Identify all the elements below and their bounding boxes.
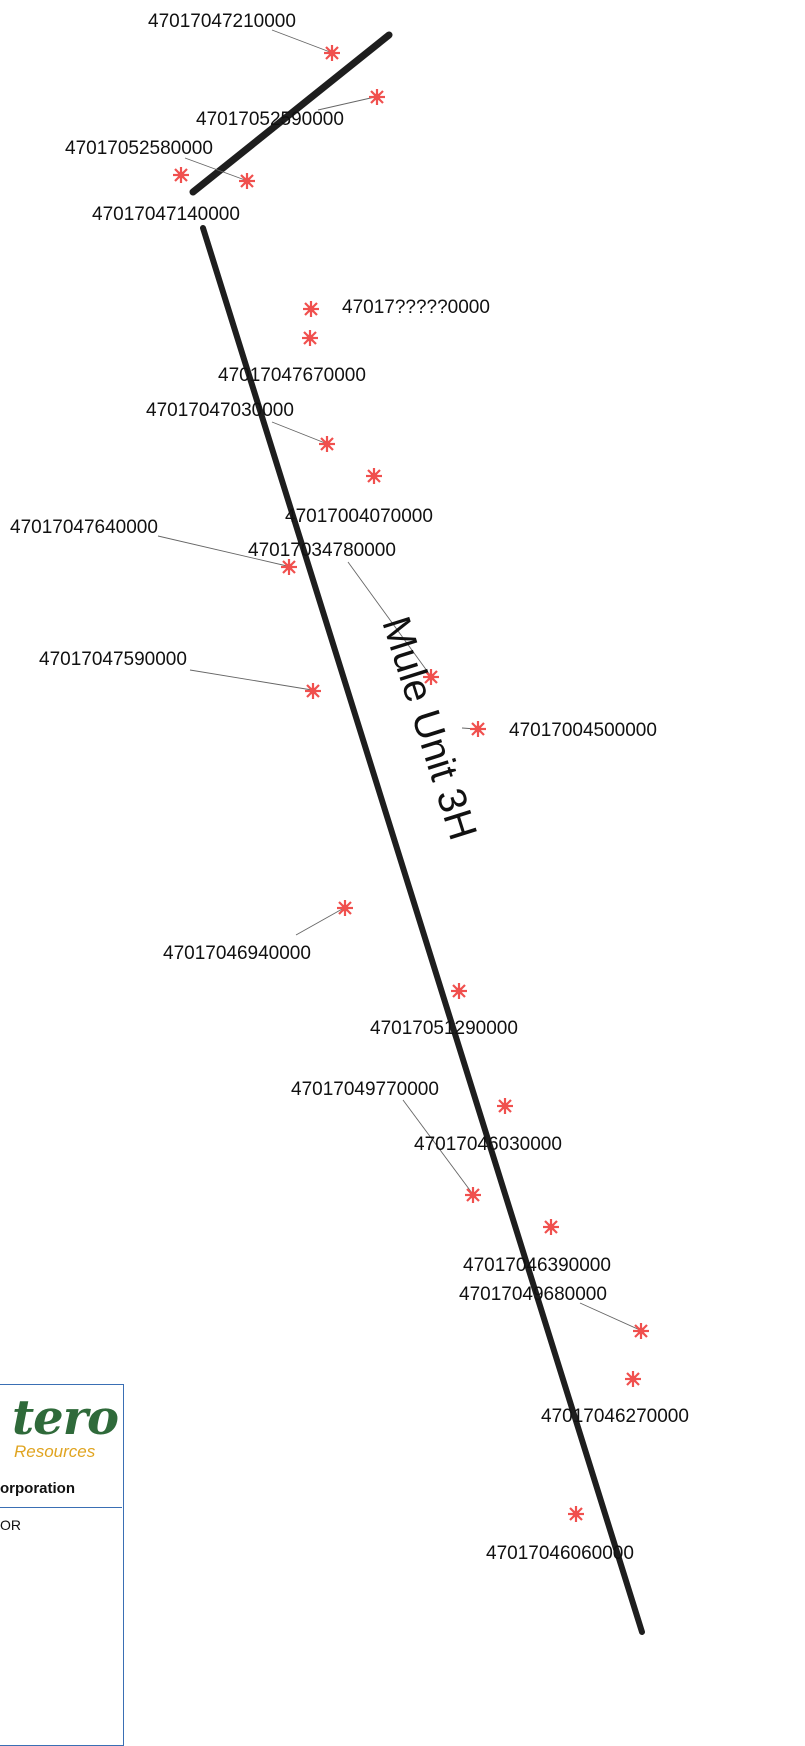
- well-label: 47017046390000: [463, 1255, 611, 1276]
- well-marker: [237, 171, 257, 191]
- well-label: 47017004070000: [285, 506, 433, 527]
- company-name: orporation: [0, 1480, 75, 1497]
- well-marker: [541, 1217, 561, 1237]
- well-label: 47017049680000: [459, 1284, 607, 1305]
- well-label: 47017?????0000: [342, 297, 490, 318]
- well-label: 47017047030000: [146, 400, 294, 421]
- well-label: 47017049770000: [291, 1079, 439, 1100]
- leader-line: [271, 29, 331, 53]
- operator-label: OR: [0, 1517, 21, 1533]
- company-logo-subtitle: Resources: [14, 1442, 96, 1461]
- well-marker: [322, 43, 342, 63]
- leader-line: [347, 561, 431, 676]
- well-marker: [171, 165, 191, 185]
- wellbore-lateral-main: [200, 225, 645, 1635]
- leader-line: [184, 157, 246, 181]
- wellbore-lateral-upper: [189, 31, 393, 196]
- well-label: 47017046270000: [541, 1406, 689, 1427]
- well-marker: [301, 299, 321, 319]
- well-label: 47017034780000: [248, 540, 396, 561]
- well-marker: [303, 681, 323, 701]
- well-label: 47017051290000: [370, 1018, 518, 1039]
- leader-line: [157, 535, 288, 567]
- company-logo: tero: [12, 1390, 119, 1446]
- leader-line: [579, 1302, 641, 1331]
- well-marker: [463, 1185, 483, 1205]
- well-label: 47017046030000: [414, 1134, 562, 1155]
- well-label: 47017047640000: [10, 517, 158, 538]
- well-label: 47017047210000: [148, 11, 296, 32]
- wellbore: [189, 31, 645, 1635]
- leader-line: [402, 1099, 473, 1194]
- well-label: 47017047590000: [39, 649, 187, 670]
- well-marker: [335, 898, 355, 918]
- well-marker: [468, 719, 488, 739]
- leader-line: [189, 669, 313, 691]
- well-label: 47017047140000: [92, 204, 240, 225]
- well-marker: [364, 466, 384, 486]
- legend-divider: [0, 1507, 122, 1508]
- leader-lines: [157, 29, 641, 1331]
- well-label: 47017047670000: [218, 365, 366, 386]
- well-label: 47017046940000: [163, 943, 311, 964]
- well-labels: 47017047210000 47017052590000 4701705258…: [10, 11, 689, 1564]
- well-label: 47017052580000: [65, 138, 213, 159]
- well-marker: [566, 1504, 586, 1524]
- well-label: 47017046060000: [486, 1543, 634, 1564]
- well-marker: [300, 328, 320, 348]
- well-marker: [367, 87, 387, 107]
- well-marker: [495, 1096, 515, 1116]
- well-marker: [631, 1321, 651, 1341]
- leader-line: [295, 907, 345, 936]
- well-marker: [623, 1369, 643, 1389]
- well-marker: [317, 434, 337, 454]
- well-label: 47017004500000: [509, 720, 657, 741]
- leader-line: [271, 421, 326, 444]
- well-label: 47017052590000: [196, 109, 344, 130]
- leader-line: [317, 96, 376, 111]
- legend-box: [0, 1384, 124, 1746]
- well-marker: [279, 557, 299, 577]
- well-marker: [449, 981, 469, 1001]
